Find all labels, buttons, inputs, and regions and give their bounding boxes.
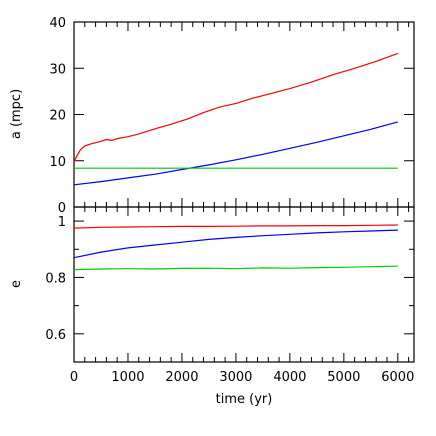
bottom-y-tick-label: 0.8 [45, 271, 66, 286]
bottom-blue-series-line [73, 229, 398, 259]
top-ticks: 0 10 20 30 40 [49, 16, 414, 216]
x-tick-label: 3000 [219, 370, 252, 385]
top-y-axis-label: a (mpc) [9, 89, 24, 139]
top-y-tick-label: 40 [49, 16, 66, 31]
x-tick-label: 1000 [111, 370, 144, 385]
x-axis-label: time (yr) [216, 392, 273, 407]
top-plot-frame [73, 21, 415, 208]
x-tick-label: 6000 [381, 370, 414, 385]
top-blue-series-line [73, 121, 398, 186]
top-series-group [73, 52, 399, 186]
x-tick-label: 0 [70, 370, 78, 385]
x-tick-label: 4000 [273, 370, 306, 385]
bottom-series-group [73, 224, 398, 271]
top-y-tick-label: 10 [49, 155, 66, 170]
bottom-y-tick-label: 1 [58, 215, 66, 230]
bottom-y-axis-label: e [9, 280, 24, 288]
x-tick-label: 5000 [327, 370, 360, 385]
bottom-red-series-line [73, 224, 398, 229]
top-panel: 0 10 20 30 40 a (mpc) [9, 16, 415, 216]
x-tick-label: 2000 [165, 370, 198, 385]
bottom-ticks: 0 1000 2000 3000 4000 5000 6000 0.6 0.8 1 [45, 207, 414, 385]
top-red-series-line [73, 52, 399, 162]
bottom-green-series-line [73, 265, 398, 271]
top-y-tick-label: 0 [58, 201, 66, 216]
top-y-tick-label: 20 [49, 109, 66, 124]
bottom-plot-frame [73, 206, 415, 363]
bottom-panel: 0 1000 2000 3000 4000 5000 6000 0.6 0.8 1 e time … [9, 206, 415, 407]
top-y-tick-label: 30 [49, 62, 66, 77]
bottom-y-tick-label: 0.6 [45, 328, 66, 343]
